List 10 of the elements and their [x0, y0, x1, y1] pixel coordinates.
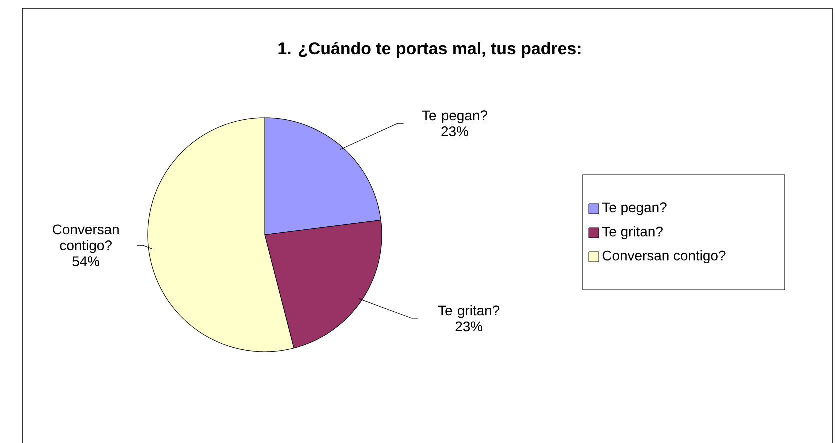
data-label: 23%	[456, 322, 483, 332]
slice-label: Conversan contigo?	[53, 224, 119, 254]
data-label: 23%	[442, 126, 468, 137]
slice-label: Te pegan?	[422, 110, 488, 124]
chart-title: 1. ¿Cuándo te portas mal, tus padres:	[278, 42, 581, 58]
data-label: 54%	[72, 256, 100, 266]
legend-label: Te gritan?	[438, 305, 500, 318]
legend-label: Conversan contigo?	[602, 250, 726, 264]
legend-label: Te pegan?	[602, 202, 667, 216]
category-label: Te gritan?	[602, 226, 663, 240]
